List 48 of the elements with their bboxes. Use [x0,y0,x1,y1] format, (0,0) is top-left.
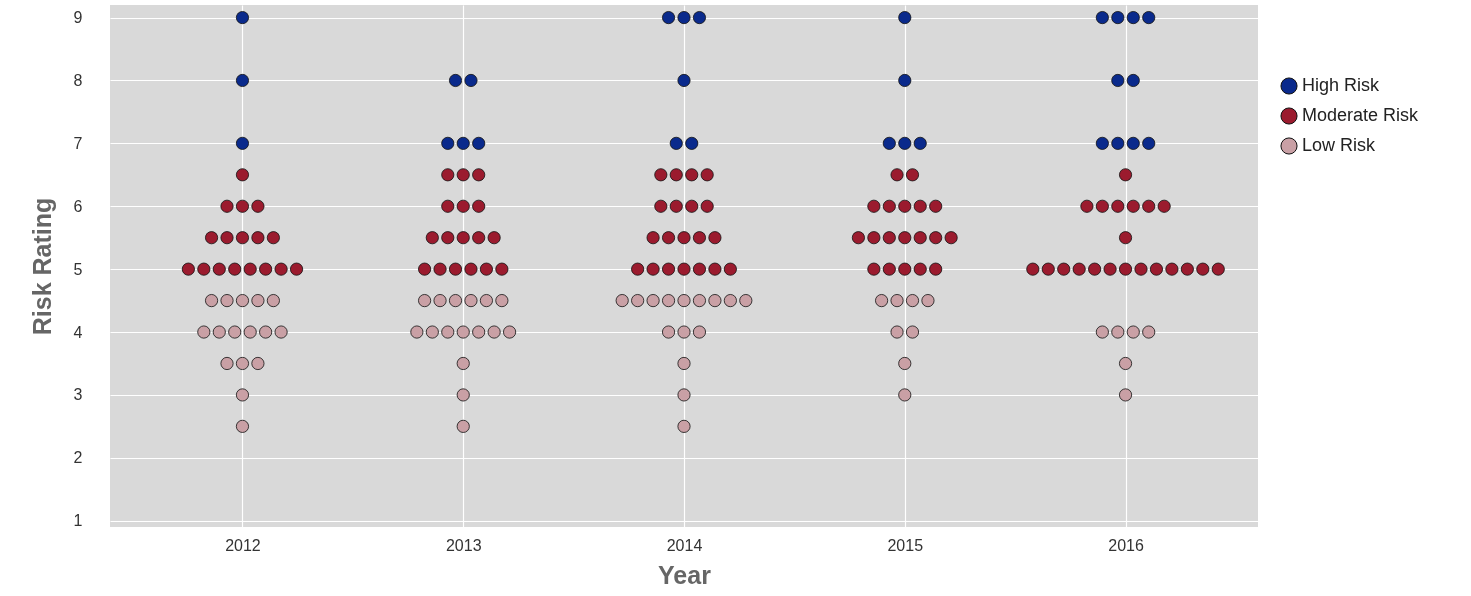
point [441,136,455,150]
x-tick-label: 2015 [887,536,924,554]
point [913,136,927,150]
y-tick-label: 1 [73,512,83,530]
point [1126,136,1140,150]
x-tick-label: 2013 [445,536,482,554]
point [677,11,691,25]
point [898,73,912,87]
y-tick-label: 4 [73,323,83,341]
y-tick-label: 5 [73,260,83,278]
point [669,136,683,150]
legend-label: High Risk [1302,75,1381,95]
point [1111,73,1125,87]
y-tick-label: 6 [73,197,83,215]
point [685,136,699,150]
point [472,136,486,150]
y-tick-label: 7 [73,134,83,152]
point [1111,11,1125,25]
x-tick-label: 2012 [225,536,261,554]
point [692,11,706,25]
legend-label: Moderate Risk [1302,105,1420,125]
y-tick-label: 3 [73,386,83,404]
point [235,73,249,87]
point [1142,11,1156,25]
y-tick-label: 2 [73,449,83,467]
point [235,11,249,25]
y-tick-label: 9 [73,9,83,27]
point [898,11,912,25]
point [1111,136,1125,150]
y-tick-label: 8 [73,71,83,89]
point [898,136,912,150]
point [235,136,249,150]
point [882,136,896,150]
point [1126,73,1140,87]
point [1142,136,1156,150]
point [1095,136,1109,150]
x-tick-label: 2016 [1108,536,1144,554]
point [448,73,463,87]
y-axis-title: Risk Rating [27,197,56,336]
point [456,136,470,150]
x-tick-label: 2014 [666,536,703,554]
point [1126,11,1140,25]
point [677,73,691,87]
point [662,11,676,25]
point [1095,11,1109,25]
x-axis-title: Year [658,560,712,589]
point [464,73,478,87]
legend-label: Low Risk [1302,135,1377,155]
